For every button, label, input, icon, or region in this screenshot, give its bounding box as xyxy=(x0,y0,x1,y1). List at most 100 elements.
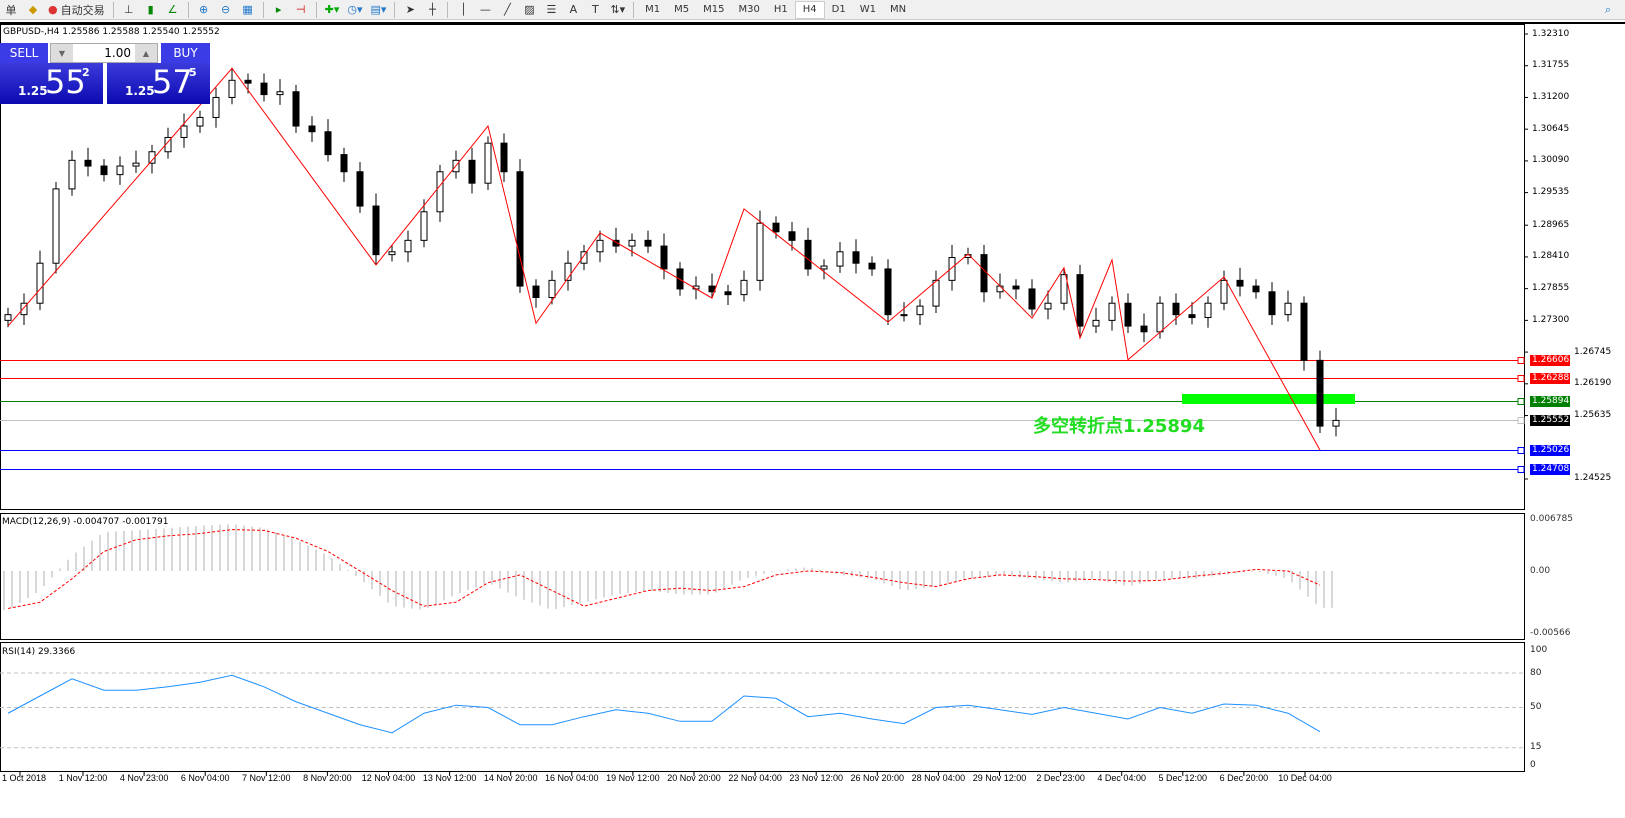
macd-signal-line xyxy=(7,529,1321,609)
bull-candle xyxy=(228,79,236,98)
rsi-axis-label: 100 xyxy=(1530,644,1548,655)
text-icon[interactable]: A xyxy=(569,3,578,16)
bar-chart-icon[interactable]: ⊥ xyxy=(123,3,134,16)
bear-candle xyxy=(772,222,780,233)
rsi-axis-label: 80 xyxy=(1530,667,1542,678)
horizontal-line-icon[interactable]: — xyxy=(479,3,491,16)
time-axis-label: 7 Nov 12:00 xyxy=(242,773,291,783)
timeframe-m30[interactable]: M30 xyxy=(738,4,760,15)
buy-button[interactable]: BUY xyxy=(161,43,210,63)
bull-candle xyxy=(932,279,940,307)
bear-candle xyxy=(804,239,812,270)
zoom-in-icon[interactable]: ⊕ xyxy=(199,3,209,16)
buy-price-fraction: 5 xyxy=(189,66,197,79)
bear-candle xyxy=(244,79,252,84)
period-clock-icon[interactable]: ◷▾ xyxy=(347,3,363,16)
bull-candle xyxy=(68,159,76,190)
time-axis-label: 5 Dec 12:00 xyxy=(1158,773,1208,783)
price-axis-label: 1.26190 xyxy=(1574,378,1612,389)
bull-candle xyxy=(1332,419,1340,427)
menu-fragment[interactable]: 单 xyxy=(5,3,17,17)
timeframe-m1[interactable]: M1 xyxy=(645,4,661,15)
bear-candle xyxy=(1188,314,1196,319)
cursor-icon[interactable]: ➤ xyxy=(405,3,416,16)
bear-candle xyxy=(468,159,476,184)
text-label-icon[interactable]: T xyxy=(592,3,599,16)
expert-icon[interactable]: ◆ xyxy=(28,3,38,16)
price-panel-frame xyxy=(0,24,1525,510)
buy-price[interactable]: 1.25 57 5 xyxy=(107,63,210,104)
chart-shift-icon[interactable]: ⊣ xyxy=(295,3,306,16)
trendline-icon[interactable]: ╱ xyxy=(504,3,511,16)
sell-price[interactable]: 1.25 55 2 xyxy=(0,63,103,104)
template-icon[interactable]: ▤▾ xyxy=(370,3,387,16)
level-handle xyxy=(1517,417,1525,424)
timeframe-h1[interactable]: H1 xyxy=(773,4,788,15)
vertical-line-icon[interactable]: │ xyxy=(460,3,467,16)
timeframe-d1[interactable]: D1 xyxy=(831,4,846,15)
lot-decrease-icon[interactable]: ▼ xyxy=(51,44,73,62)
bear-candle xyxy=(324,131,332,156)
search-icon[interactable]: ⌕ xyxy=(1604,2,1612,16)
pivot-zone-bar xyxy=(1182,394,1355,404)
time-axis-label: 20 Nov 20:00 xyxy=(667,773,721,783)
lot-stepper[interactable]: ▼ 1.00 ▲ xyxy=(50,43,158,63)
candle-chart-icon[interactable]: ▮ xyxy=(147,3,154,16)
bull-candle xyxy=(836,251,844,267)
bear-candle xyxy=(292,91,300,127)
bull-candle xyxy=(436,171,444,213)
bear-candle xyxy=(1012,285,1020,290)
timeframe-h4[interactable]: H4 xyxy=(794,0,825,19)
level-price-tag: 1.24708 xyxy=(1530,464,1570,475)
bear-candle xyxy=(612,239,620,247)
bear-candle xyxy=(980,254,988,293)
autoscroll-icon[interactable]: ▸ xyxy=(275,3,282,16)
timeframe-mn[interactable]: MN xyxy=(889,4,907,15)
time-axis-label: 8 Nov 20:00 xyxy=(303,773,352,783)
bull-candle xyxy=(948,256,956,281)
crosshair-icon[interactable]: ┼ xyxy=(429,3,436,16)
time-axis-label: 6 Nov 04:00 xyxy=(180,773,230,783)
bull-candle xyxy=(276,91,284,96)
tile-icon[interactable]: ▦ xyxy=(242,3,253,16)
timeframe-w1[interactable]: W1 xyxy=(859,4,876,15)
bear-candle xyxy=(1172,302,1180,316)
bull-candle xyxy=(820,265,828,270)
arrows-icon[interactable]: ⇅▾ xyxy=(610,3,626,16)
chart-window[interactable] xyxy=(0,22,1625,818)
fibonacci-icon[interactable]: ☰ xyxy=(546,3,557,16)
timeframe-m5[interactable]: M5 xyxy=(674,4,690,15)
bull-candle xyxy=(484,142,492,184)
line-chart-icon[interactable]: ∠ xyxy=(167,3,178,16)
time-axis-label: 13 Nov 12:00 xyxy=(422,773,477,783)
time-axis-label: 19 Nov 12:00 xyxy=(606,773,660,783)
zoom-out-icon[interactable]: ⊖ xyxy=(221,3,231,16)
bear-candle xyxy=(1236,279,1244,287)
bull-candle xyxy=(36,262,44,304)
level-price-tag: 1.25026 xyxy=(1530,445,1570,456)
pivot-annotation: 多空转折点1.25894 xyxy=(1033,416,1205,437)
lot-input[interactable]: 1.00 xyxy=(104,46,131,60)
new-indicator-icon[interactable]: ✚▾ xyxy=(324,3,340,16)
bull-candle xyxy=(996,285,1004,293)
bear-candle xyxy=(100,165,108,176)
bull-candle xyxy=(1108,302,1116,321)
autotrade-button[interactable]: ● 自动交易 xyxy=(44,1,109,19)
bull-candle xyxy=(1156,302,1164,333)
bear-candle xyxy=(1028,288,1036,310)
rsi-axis-label: 15 xyxy=(1530,742,1542,753)
bull-candle xyxy=(756,222,764,281)
timeframe-m15[interactable]: M15 xyxy=(703,4,725,15)
sell-price-fraction: 2 xyxy=(82,66,90,79)
equidistant-channel-icon[interactable]: ▨ xyxy=(524,3,535,16)
time-axis-label: 16 Nov 04:00 xyxy=(545,773,599,783)
level-price-tag: 1.26288 xyxy=(1530,373,1570,384)
sell-price-pips: 55 xyxy=(45,63,86,101)
lot-increase-icon[interactable]: ▲ xyxy=(135,44,157,62)
sell-button[interactable]: SELL xyxy=(0,43,48,63)
bear-candle xyxy=(84,159,92,167)
price-axis-label: 1.28965 xyxy=(1532,219,1570,230)
time-axis-label: 12 Nov 04:00 xyxy=(361,773,416,783)
bull-candle xyxy=(164,136,172,153)
